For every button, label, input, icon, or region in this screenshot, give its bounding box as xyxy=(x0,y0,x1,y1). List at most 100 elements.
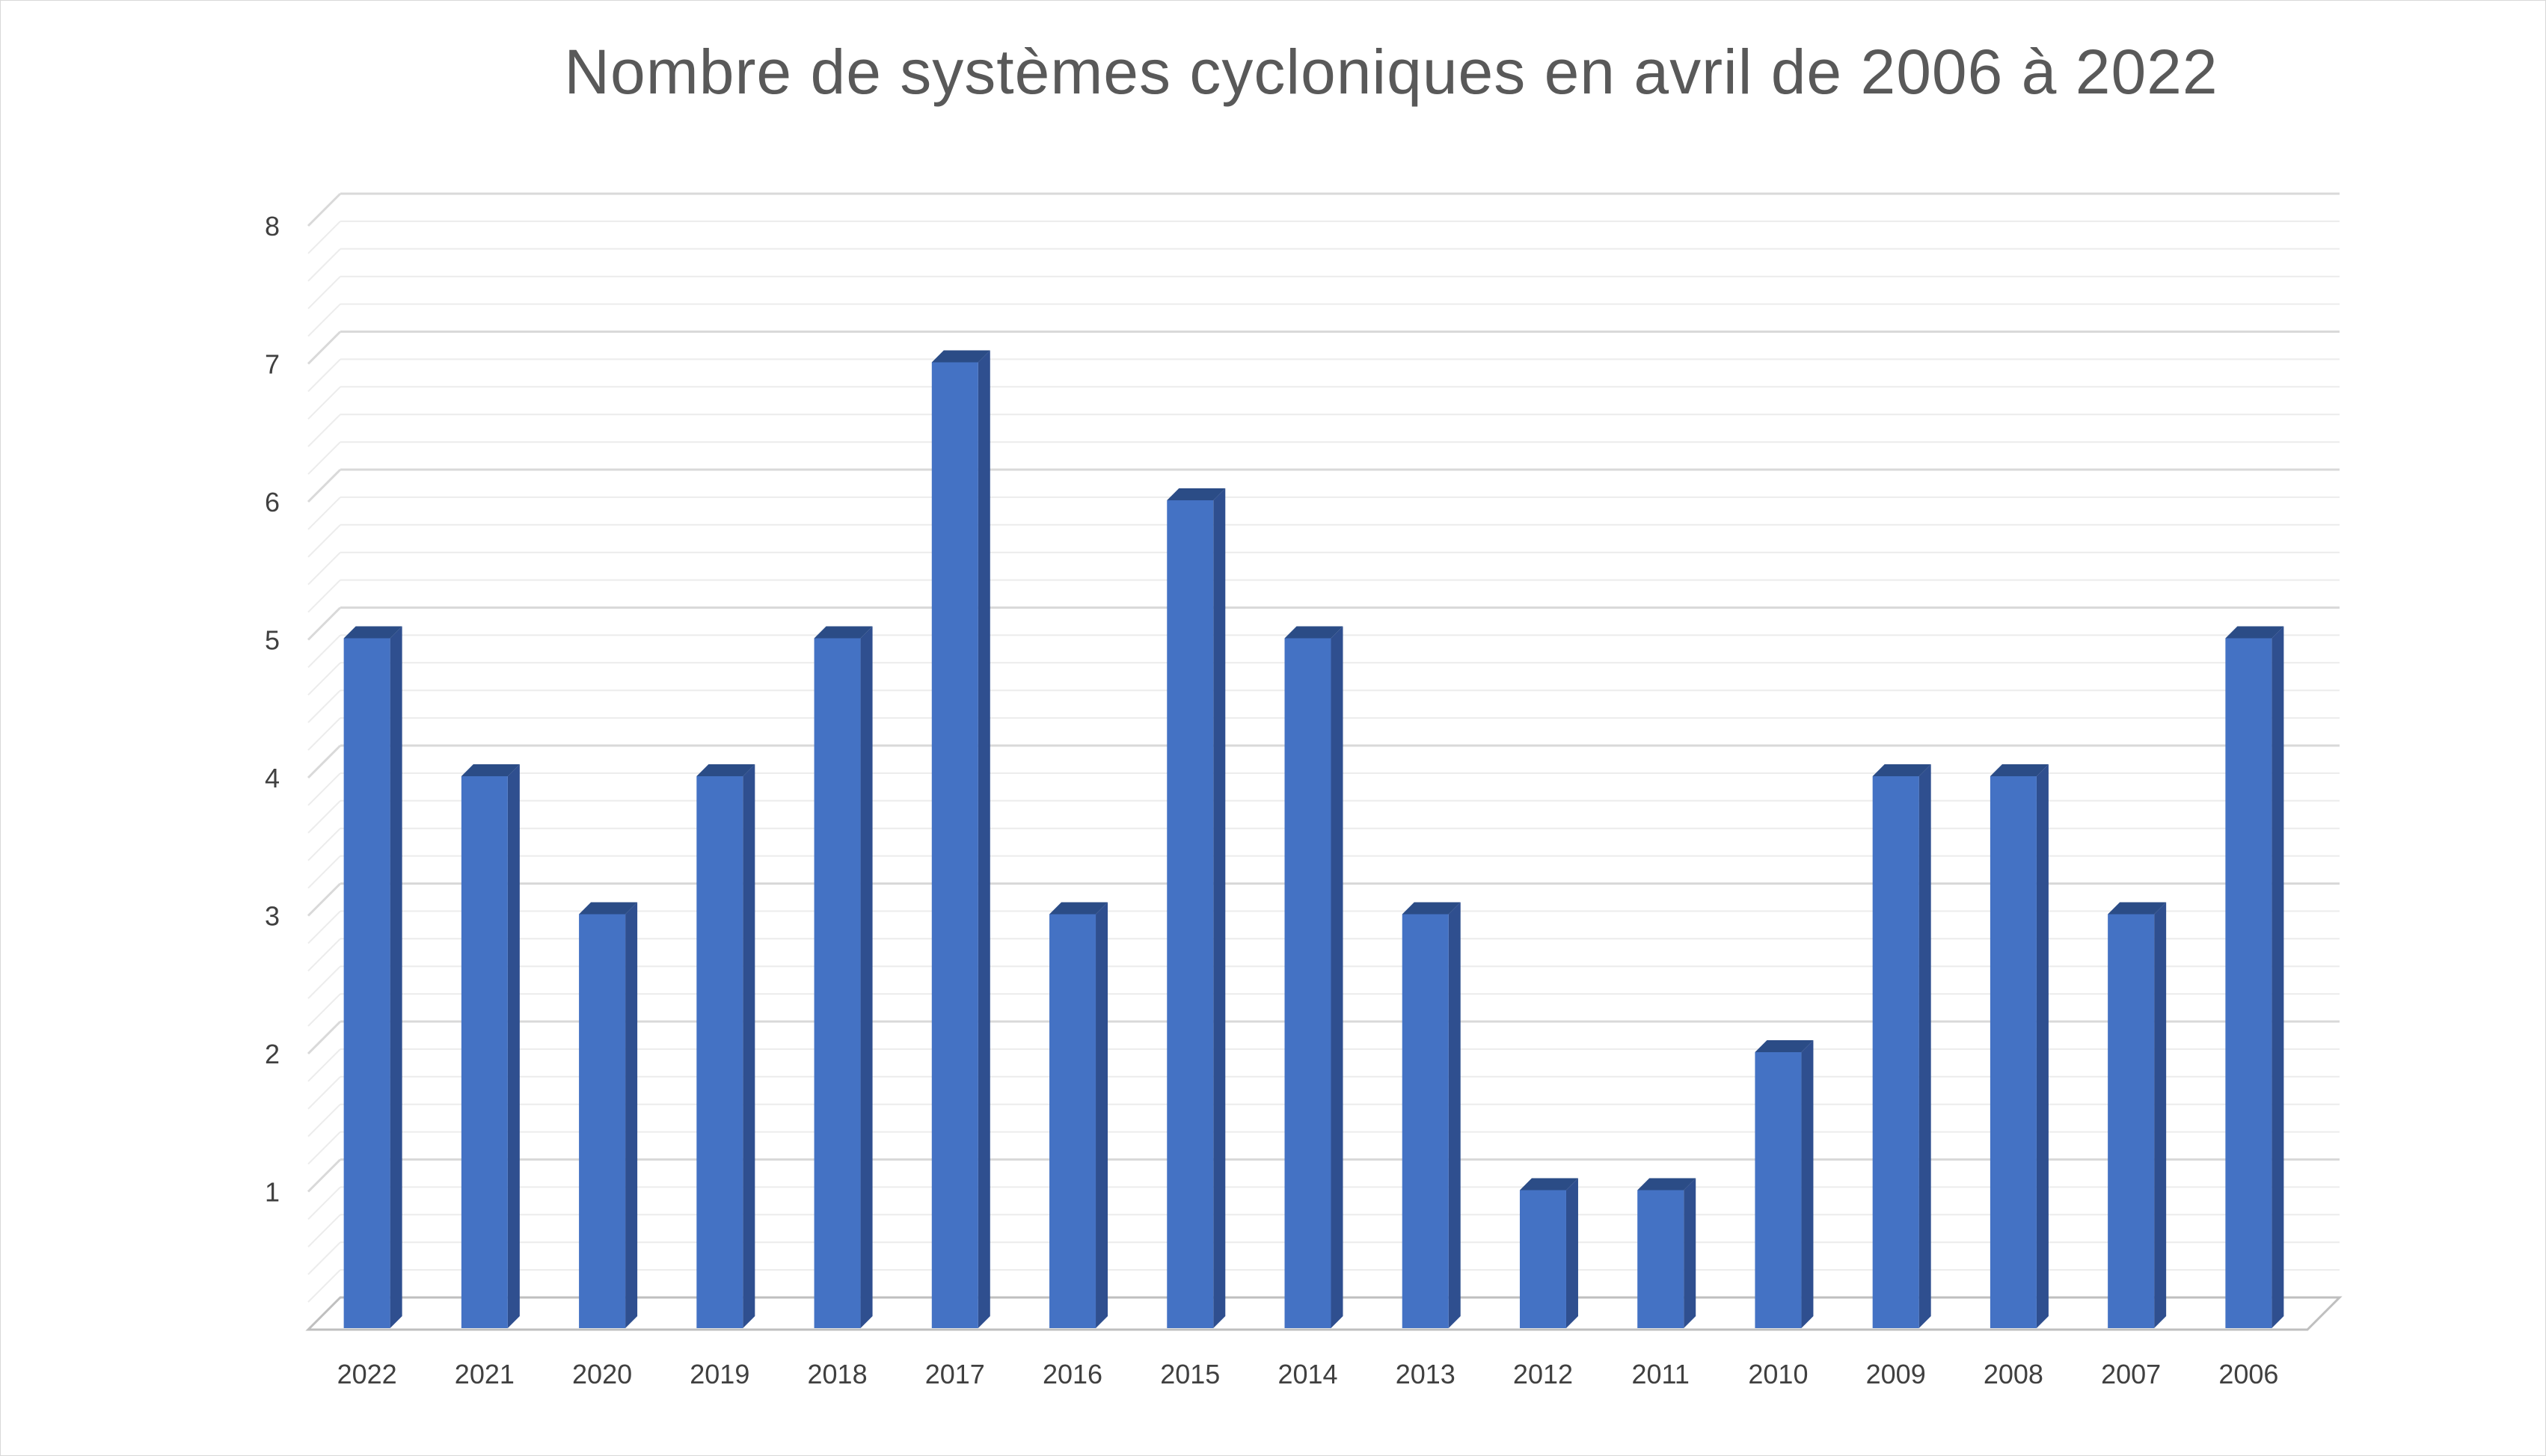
minor-gridline-diag xyxy=(307,386,341,420)
x-tick-label: 2007 xyxy=(2101,1359,2161,1389)
minor-gridline-diag xyxy=(307,1076,341,1110)
x-tick-label: 2016 xyxy=(1043,1359,1102,1389)
bar-top xyxy=(1872,764,1931,776)
x-tick-label: 2008 xyxy=(1984,1359,2043,1389)
bar-top xyxy=(461,764,520,776)
minor-gridline-diag xyxy=(307,1048,341,1082)
bar-2011 xyxy=(1637,1178,1696,1328)
minor-gridline-diag xyxy=(307,910,341,944)
bar-side xyxy=(1096,902,1108,1328)
bar-side xyxy=(743,764,755,1328)
bar-front xyxy=(461,776,508,1328)
bar-side xyxy=(1801,1040,1814,1328)
bar-2006 xyxy=(2225,626,2284,1328)
x-tick-label: 2013 xyxy=(1396,1359,1455,1389)
x-tick-label: 2012 xyxy=(1513,1359,1573,1389)
major-gridline-diag xyxy=(307,882,342,917)
bar-side xyxy=(507,764,520,1328)
major-gridline-diag xyxy=(307,1020,342,1055)
minor-gridline-diag xyxy=(307,689,341,723)
bar-side xyxy=(1565,1178,1578,1328)
bar-2013 xyxy=(1402,902,1461,1328)
bar-top xyxy=(1167,488,1226,500)
x-tick-label: 2010 xyxy=(1748,1359,1808,1389)
y-tick-label: 2 xyxy=(265,1039,280,1069)
x-tick-label: 2011 xyxy=(1631,1359,1689,1389)
minor-gridline-diag xyxy=(307,221,341,254)
bar-2010 xyxy=(1755,1040,1814,1328)
minor-gridline-diag xyxy=(307,717,341,751)
bar-side xyxy=(1684,1178,1696,1328)
major-gridline-diag xyxy=(307,331,342,365)
x-tick-label: 2022 xyxy=(337,1359,397,1389)
x-tick-label: 2020 xyxy=(572,1359,632,1389)
minor-gridline-diag xyxy=(307,497,341,530)
chart-title: Nombre de systèmes cycloniques en avril … xyxy=(564,37,2218,107)
major-gridline-diag xyxy=(307,192,342,227)
minor-gridline-diag xyxy=(307,358,341,393)
bar-side xyxy=(1448,902,1461,1328)
bar-front xyxy=(696,776,743,1328)
bar-front xyxy=(1990,776,2037,1328)
minor-gridline-diag xyxy=(307,551,341,586)
bar-side xyxy=(390,626,402,1328)
major-gridline-diag xyxy=(307,606,342,641)
minor-gridline-diag xyxy=(307,965,341,999)
x-tick-label: 2009 xyxy=(1866,1359,1926,1389)
bar-front xyxy=(343,638,390,1328)
y-tick-label: 8 xyxy=(265,211,280,242)
bar-front xyxy=(1284,638,1331,1328)
bar-2016 xyxy=(1049,902,1108,1328)
x-tick-labels: 2022 2021 2020 2019 2018 2017 2016 2015 2014 2013… xyxy=(337,1359,2279,1389)
bar-front xyxy=(1167,500,1214,1328)
bar-2014 xyxy=(1284,626,1343,1328)
major-gridline-diag xyxy=(307,1158,342,1193)
bar-top xyxy=(814,626,873,639)
bar-2019 xyxy=(696,764,755,1328)
bar-side xyxy=(1213,488,1226,1328)
minor-gridline-diag xyxy=(307,275,341,310)
bar-side xyxy=(978,350,990,1328)
bar-front xyxy=(2108,914,2155,1328)
bar-side xyxy=(625,902,638,1328)
minor-gridline-diag xyxy=(307,1103,341,1137)
minor-gridline-diag xyxy=(307,1241,341,1275)
minor-gridline-diag xyxy=(307,1186,341,1220)
minor-gridline-diag xyxy=(307,414,341,447)
y-tick-label: 6 xyxy=(265,487,280,517)
bar-top xyxy=(343,626,402,639)
x-tick-label: 2015 xyxy=(1160,1359,1220,1389)
bar-top xyxy=(2108,902,2167,915)
bar-top xyxy=(2225,626,2284,639)
minor-gridline-diag xyxy=(307,938,341,972)
bar-2022 xyxy=(343,626,402,1328)
x-tick-label: 2019 xyxy=(690,1359,749,1389)
bar-top xyxy=(1284,626,1343,639)
bar-2021 xyxy=(461,764,520,1328)
bar-front xyxy=(579,914,626,1328)
x-tick-label: 2018 xyxy=(808,1359,868,1389)
minor-gridline-diag xyxy=(307,1214,341,1248)
bar-top xyxy=(1755,1040,1814,1052)
bar-2008 xyxy=(1990,764,2049,1328)
major-gridline-diag xyxy=(307,468,342,503)
bar-front xyxy=(1519,1190,1566,1328)
bar-side xyxy=(1918,764,1931,1328)
bar-2017 xyxy=(931,350,990,1328)
bar-front xyxy=(1755,1052,1802,1328)
minor-gridline-diag xyxy=(307,303,341,337)
x-tick-label: 2014 xyxy=(1277,1359,1337,1389)
minor-gridline-diag xyxy=(307,248,341,282)
bar-top xyxy=(1519,1178,1578,1191)
bar-side xyxy=(2272,626,2284,1328)
y-tick-label: 5 xyxy=(265,625,280,656)
minor-gridline-diag xyxy=(307,827,341,861)
bar-top xyxy=(1990,764,2049,776)
minor-gridline-diag xyxy=(307,1131,341,1165)
bar-2009 xyxy=(1872,764,1931,1328)
bar-top xyxy=(579,902,638,915)
bar-top xyxy=(696,764,755,776)
bar-top xyxy=(1637,1178,1696,1191)
x-tick-label: 2006 xyxy=(2218,1359,2278,1389)
